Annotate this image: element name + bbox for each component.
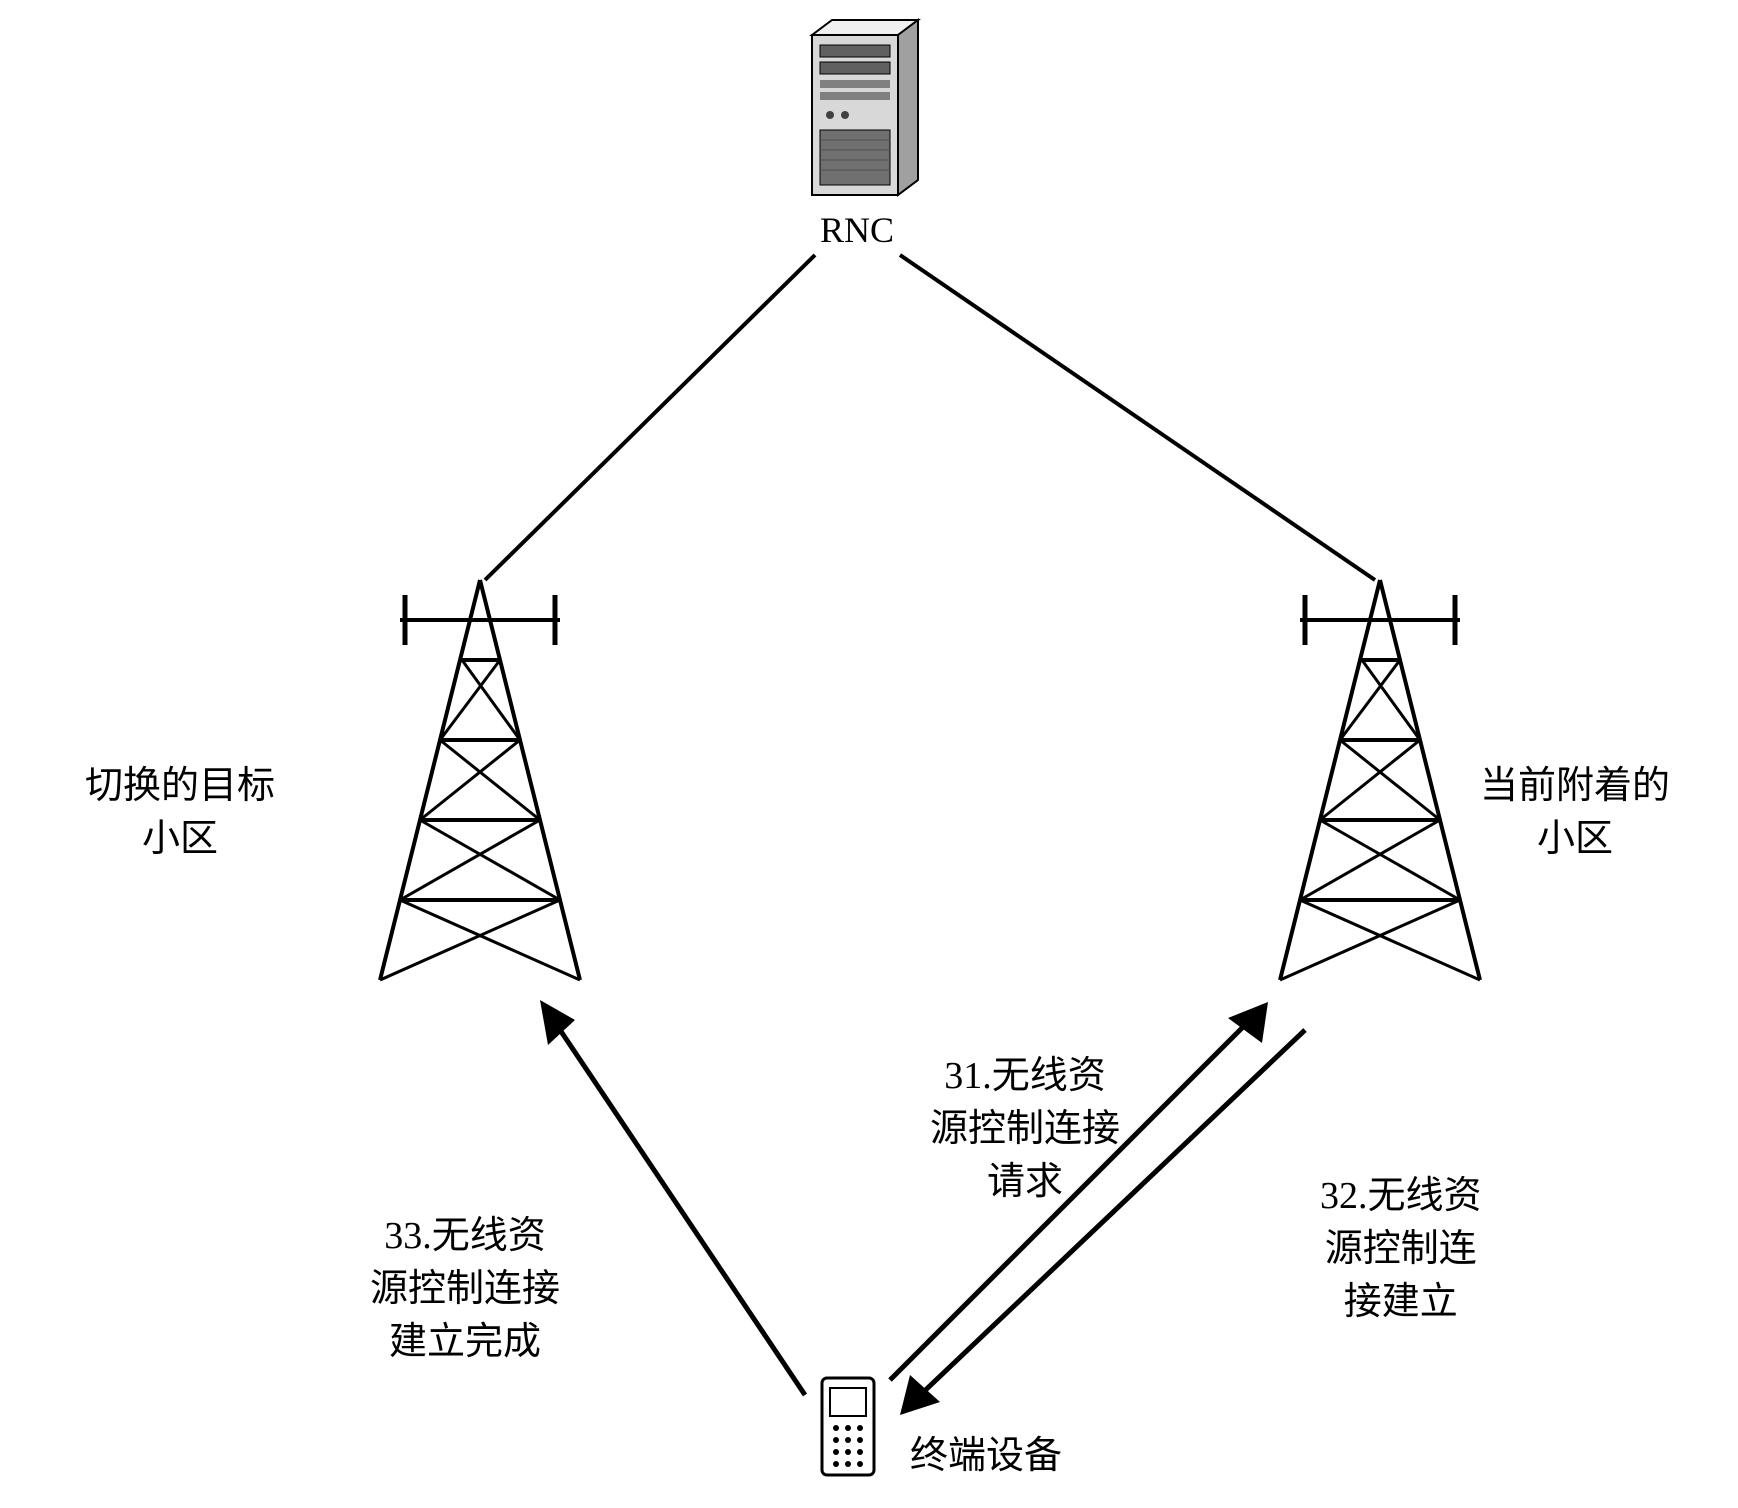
- target-cell-tower-icon: [380, 580, 580, 980]
- rnc-to-left-tower-line: [485, 255, 815, 580]
- current-cell-label: 当前附着的 小区: [1480, 760, 1670, 866]
- arrow-msg33: [540, 1000, 805, 1395]
- terminal-phone-icon: [822, 1378, 874, 1475]
- current-cell-tower-icon: [1280, 580, 1480, 980]
- target-cell-label: 切换的目标 小区: [85, 760, 275, 866]
- msg32-label: 32.无线资 源控制连 接建立: [1320, 1170, 1482, 1330]
- msg33-label: 33.无线资 源控制连接 建立完成: [370, 1210, 560, 1370]
- rnc-to-right-tower-line: [900, 255, 1375, 580]
- rnc-label: RNC: [820, 205, 894, 255]
- msg31-label: 31.无线资 源控制连接 请求: [930, 1050, 1120, 1210]
- terminal-label: 终端设备: [910, 1430, 1062, 1483]
- rnc-server-icon: [812, 20, 918, 195]
